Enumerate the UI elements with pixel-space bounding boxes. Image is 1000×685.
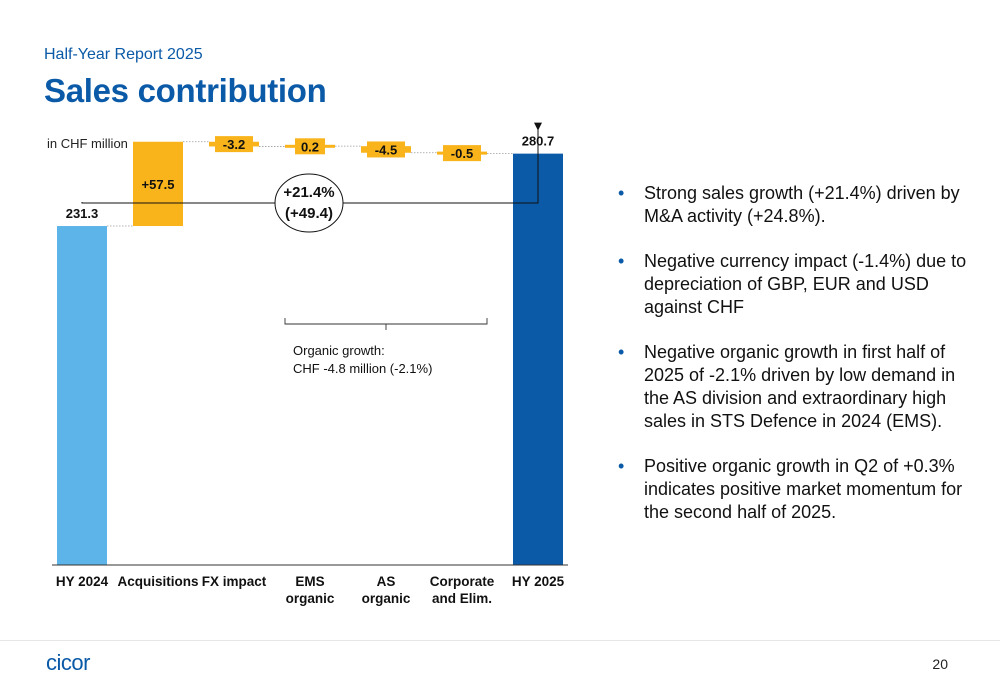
data-label: 0.2 <box>301 139 319 154</box>
x-tick-label: Corporate <box>430 574 495 589</box>
bullet-dot: • <box>618 251 625 271</box>
organic-value: CHF -4.8 million (-2.1%) <box>293 361 432 376</box>
bullet-text: Positive organic growth in Q2 of +0.3% i… <box>644 456 963 522</box>
x-tick-label: HY 2024 <box>56 574 109 589</box>
bullet-item: • Positive organic growth in Q2 of +0.3% … <box>616 455 976 524</box>
bullet-dot: • <box>618 456 625 476</box>
bar-0 <box>57 226 107 565</box>
x-tick-label: HY 2025 <box>512 574 565 589</box>
bar-6 <box>513 153 563 565</box>
bullet-dot: • <box>618 183 625 203</box>
x-tick-label: EMS <box>295 574 324 589</box>
bullet-text: Negative currency impact (-1.4%) due to … <box>644 251 967 317</box>
data-label: -4.5 <box>375 142 397 157</box>
data-label: 231.3 <box>66 206 99 221</box>
footer-divider <box>0 640 1000 641</box>
x-tick-label: and Elim. <box>432 591 492 606</box>
bullet-item: • Negative organic growth in first half o… <box>616 341 976 433</box>
x-tick-label: organic <box>286 591 335 606</box>
growth-amount: (+49.4) <box>285 205 333 222</box>
data-label: -3.2 <box>223 137 245 152</box>
data-label: +57.5 <box>142 177 175 192</box>
unit-label: in CHF million <box>47 136 128 151</box>
page-title: Sales contribution <box>44 72 327 109</box>
organic-bracket <box>284 318 488 330</box>
data-label-box <box>443 145 481 162</box>
data-label: -0.5 <box>451 146 473 161</box>
data-label-box <box>367 141 405 158</box>
x-tick-label: FX impact <box>202 574 267 589</box>
growth-bubble <box>274 173 344 233</box>
bullet-dot: • <box>618 342 625 362</box>
growth-arrow-head <box>534 122 542 131</box>
x-tick-label: AS <box>377 574 396 589</box>
page-number: 20 <box>932 656 948 672</box>
bullet-item: • Negative currency impact (-1.4%) due to… <box>616 250 976 319</box>
report-subtitle: Half-Year Report 2025 <box>44 46 203 63</box>
bullet-text: Strong sales growth (+21.4%) driven by M… <box>644 183 960 226</box>
bullet-list: • Strong sales growth (+21.4%) driven by … <box>616 182 976 546</box>
bullet-item: • Strong sales growth (+21.4%) driven by … <box>616 182 976 228</box>
bar-1 <box>133 141 183 227</box>
x-tick-label: organic <box>362 591 411 606</box>
bullet-text: Negative organic growth in first half of… <box>644 342 956 431</box>
cicor-logo: cicor <box>46 650 90 675</box>
x-tick-label: Acquisitions <box>117 574 198 589</box>
data-label-box <box>215 136 253 153</box>
growth-percent: +21.4% <box>283 184 334 201</box>
data-label-box <box>295 138 325 155</box>
organic-label: Organic growth: <box>293 343 385 358</box>
